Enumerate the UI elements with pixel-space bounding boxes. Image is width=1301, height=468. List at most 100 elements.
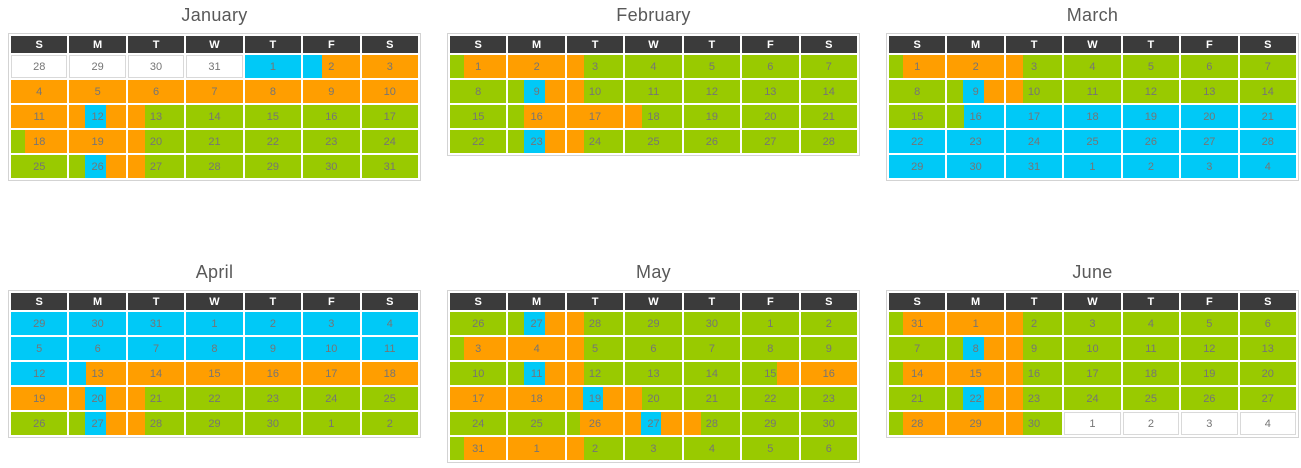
day-cell[interactable]: 22 [889, 130, 946, 153]
day-cell[interactable]: 28 [11, 55, 68, 78]
day-cell[interactable]: 11 [508, 362, 565, 385]
day-cell[interactable]: 3 [303, 312, 360, 335]
day-cell[interactable]: 5 [1122, 55, 1180, 78]
day-cell[interactable]: 6 [625, 337, 682, 360]
day-cell[interactable]: 16 [1005, 362, 1063, 385]
day-cell[interactable]: 5 [1181, 312, 1238, 335]
day-cell[interactable]: 18 [625, 105, 682, 128]
day-cell[interactable]: 16 [800, 362, 857, 385]
day-cell[interactable]: 20 [69, 387, 126, 410]
day-cell[interactable]: 23 [1005, 387, 1063, 410]
day-cell[interactable]: 1 [186, 312, 243, 335]
day-cell[interactable]: 26 [69, 155, 126, 178]
day-cell[interactable]: 16 [244, 362, 302, 385]
day-cell[interactable]: 4 [508, 337, 565, 360]
day-cell[interactable]: 10 [1064, 337, 1121, 360]
day-cell[interactable]: 27 [508, 312, 565, 335]
day-cell[interactable]: 13 [742, 80, 799, 103]
day-cell[interactable]: 11 [361, 337, 418, 360]
day-cell[interactable]: 4 [683, 437, 741, 460]
day-cell[interactable]: 4 [11, 80, 68, 103]
day-cell[interactable]: 8 [186, 337, 243, 360]
day-cell[interactable]: 24 [1064, 387, 1121, 410]
day-cell[interactable]: 21 [186, 130, 243, 153]
day-cell[interactable]: 30 [683, 312, 741, 335]
day-cell[interactable]: 11 [1064, 80, 1121, 103]
day-cell[interactable]: 19 [683, 105, 741, 128]
day-cell[interactable]: 9 [800, 337, 857, 360]
day-cell[interactable]: 14 [186, 105, 243, 128]
day-cell[interactable]: 21 [127, 387, 185, 410]
day-cell[interactable]: 25 [508, 412, 565, 435]
day-cell[interactable]: 19 [1122, 105, 1180, 128]
day-cell[interactable]: 25 [625, 130, 682, 153]
day-cell[interactable]: 19 [69, 130, 126, 153]
day-cell[interactable]: 29 [69, 55, 126, 78]
day-cell[interactable]: 1 [742, 312, 799, 335]
day-cell[interactable]: 1 [1064, 412, 1121, 435]
day-cell[interactable]: 26 [1181, 387, 1238, 410]
day-cell[interactable]: 5 [69, 80, 126, 103]
day-cell[interactable]: 17 [1005, 105, 1063, 128]
day-cell[interactable]: 6 [742, 55, 799, 78]
day-cell[interactable]: 6 [127, 80, 185, 103]
day-cell[interactable]: 12 [11, 362, 68, 385]
day-cell[interactable]: 2 [508, 55, 565, 78]
day-cell[interactable]: 5 [11, 337, 68, 360]
day-cell[interactable]: 22 [186, 387, 243, 410]
day-cell[interactable]: 30 [947, 155, 1004, 178]
day-cell[interactable]: 2 [1122, 412, 1180, 435]
day-cell[interactable]: 28 [566, 312, 624, 335]
day-cell[interactable]: 19 [1181, 362, 1238, 385]
day-cell[interactable]: 25 [11, 155, 68, 178]
day-cell[interactable]: 15 [947, 362, 1004, 385]
day-cell[interactable]: 20 [1239, 362, 1296, 385]
day-cell[interactable]: 23 [800, 387, 857, 410]
day-cell[interactable]: 26 [450, 312, 507, 335]
day-cell[interactable]: 4 [625, 55, 682, 78]
day-cell[interactable]: 21 [683, 387, 741, 410]
day-cell[interactable]: 27 [625, 412, 682, 435]
day-cell[interactable]: 16 [947, 105, 1004, 128]
day-cell[interactable]: 2 [1005, 312, 1063, 335]
day-cell[interactable]: 12 [683, 80, 741, 103]
day-cell[interactable]: 30 [127, 55, 185, 78]
day-cell[interactable]: 17 [450, 387, 507, 410]
day-cell[interactable]: 8 [947, 337, 1004, 360]
day-cell[interactable]: 21 [1239, 105, 1296, 128]
day-cell[interactable]: 26 [683, 130, 741, 153]
day-cell[interactable]: 27 [127, 155, 185, 178]
day-cell[interactable]: 17 [1064, 362, 1121, 385]
day-cell[interactable]: 8 [889, 80, 946, 103]
day-cell[interactable]: 1 [889, 55, 946, 78]
day-cell[interactable]: 4 [1122, 312, 1180, 335]
day-cell[interactable]: 4 [361, 312, 418, 335]
day-cell[interactable]: 31 [1005, 155, 1063, 178]
day-cell[interactable]: 24 [450, 412, 507, 435]
day-cell[interactable]: 4 [1239, 412, 1296, 435]
day-cell[interactable]: 13 [1239, 337, 1296, 360]
day-cell[interactable]: 11 [1122, 337, 1180, 360]
day-cell[interactable]: 29 [742, 412, 799, 435]
day-cell[interactable]: 12 [1181, 337, 1238, 360]
day-cell[interactable]: 20 [1181, 105, 1238, 128]
day-cell[interactable]: 14 [127, 362, 185, 385]
day-cell[interactable]: 26 [1122, 130, 1180, 153]
day-cell[interactable]: 29 [889, 155, 946, 178]
day-cell[interactable]: 29 [244, 155, 302, 178]
day-cell[interactable]: 1 [450, 55, 507, 78]
day-cell[interactable]: 12 [566, 362, 624, 385]
day-cell[interactable]: 20 [127, 130, 185, 153]
day-cell[interactable]: 6 [800, 437, 857, 460]
day-cell[interactable]: 23 [508, 130, 565, 153]
day-cell[interactable]: 7 [127, 337, 185, 360]
day-cell[interactable]: 26 [566, 412, 624, 435]
day-cell[interactable]: 5 [742, 437, 799, 460]
day-cell[interactable]: 31 [127, 312, 185, 335]
day-cell[interactable]: 14 [889, 362, 946, 385]
day-cell[interactable]: 9 [947, 80, 1004, 103]
day-cell[interactable]: 2 [361, 412, 418, 435]
day-cell[interactable]: 2 [244, 312, 302, 335]
day-cell[interactable]: 29 [186, 412, 243, 435]
day-cell[interactable]: 16 [303, 105, 360, 128]
